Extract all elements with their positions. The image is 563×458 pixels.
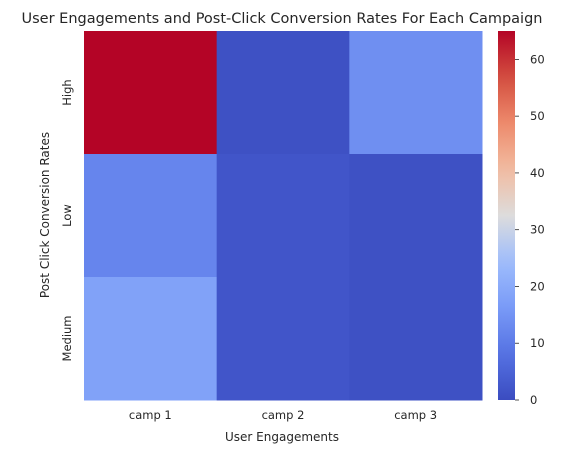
heatmap-cell [84, 277, 218, 401]
heatmap-cell [216, 31, 350, 155]
heatmap-cell [349, 31, 483, 155]
x-tick-labels: camp 1 camp 2 camp 3 [129, 408, 437, 422]
colorbar [498, 31, 515, 400]
x-tick-label: camp 1 [129, 408, 172, 422]
colorbar-tick-label: 20 [530, 279, 545, 293]
y-axis-label: Post Click Conversion Rates [38, 132, 52, 298]
chart-title: User Engagements and Post-Click Conversi… [22, 11, 543, 27]
colorbar-tick-label: 60 [530, 52, 545, 66]
y-tick-label: Medium [60, 316, 74, 362]
heatmap-cell [84, 154, 218, 278]
heatmap-cell [84, 31, 218, 155]
colorbar-tick-label: 10 [530, 336, 545, 350]
x-tick-label: camp 3 [394, 408, 437, 422]
heatmap-cell [349, 277, 483, 401]
colorbar-tick-label: 50 [530, 109, 545, 123]
y-tick-labels: High Low Medium [60, 79, 74, 361]
x-tick-label: camp 2 [262, 408, 305, 422]
heatmap-cell [216, 154, 350, 278]
colorbar-ticks: 0 10 20 30 40 50 60 [515, 52, 545, 407]
colorbar-tick-label: 30 [530, 223, 545, 237]
heatmap-cell [349, 154, 483, 278]
colorbar-tick-label: 40 [530, 166, 545, 180]
heatmap-cell [216, 277, 350, 401]
y-tick-label: High [60, 79, 74, 105]
heatmap-cells [84, 31, 483, 401]
x-axis-label: User Engagements [225, 430, 339, 444]
y-tick-label: Low [60, 204, 74, 227]
colorbar-tick-label: 0 [530, 393, 537, 407]
